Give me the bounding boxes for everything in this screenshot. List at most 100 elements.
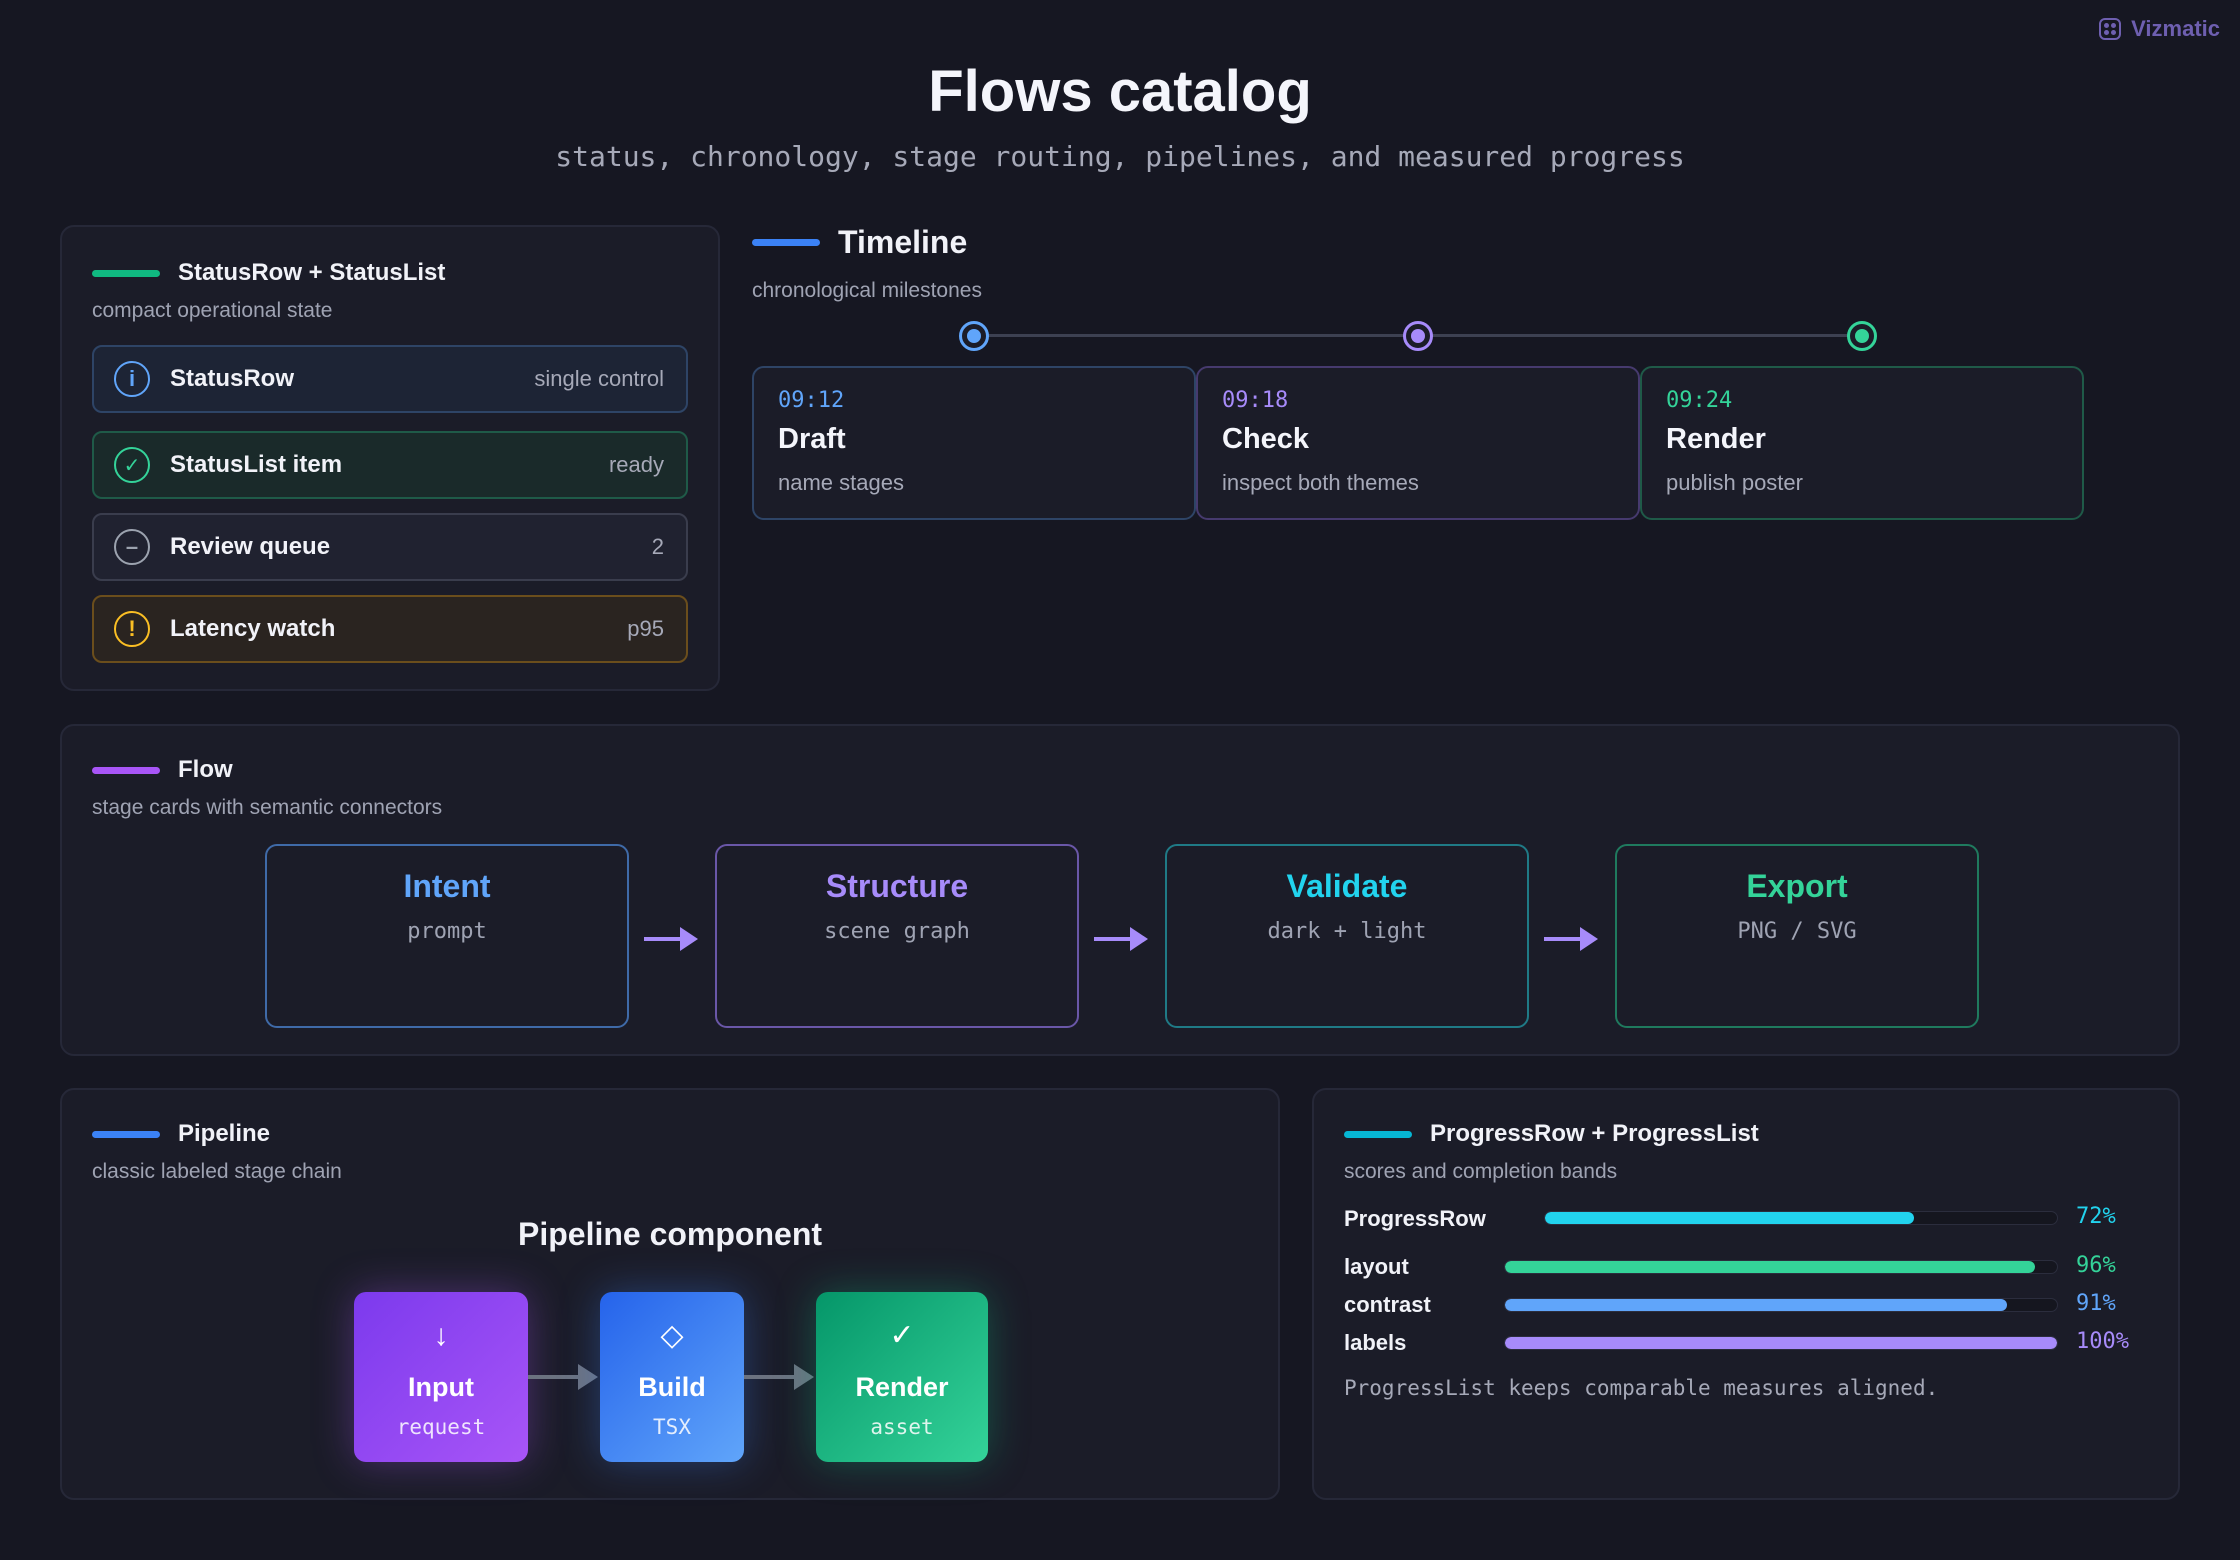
pipeline-title: Pipeline xyxy=(178,1120,271,1147)
timeline-accent-bar xyxy=(752,239,820,246)
progress-row-pct: 72% xyxy=(2076,1204,2116,1229)
progress-list-track xyxy=(1504,1336,2058,1350)
pipeline-panel: Pipeline classic labeled stage chain Pip… xyxy=(60,1088,1280,1500)
diamond-icon: ◇ xyxy=(660,1319,684,1352)
progress-row: ProgressRow xyxy=(1344,1206,1486,1232)
progress-row-fill xyxy=(1545,1212,1914,1224)
status-row-label: Latency watch xyxy=(170,615,336,642)
pipeline-node-render[interactable]: ✓ Render asset xyxy=(816,1292,988,1462)
pipeline-node-sub: asset xyxy=(870,1415,934,1439)
progress-note: ProgressList keeps comparable measures a… xyxy=(1344,1376,1939,1400)
flow-subtitle: stage cards with semantic connectors xyxy=(92,796,443,819)
progress-list-label: labels xyxy=(1344,1330,1407,1355)
pipeline-node-sub: TSX xyxy=(653,1415,691,1439)
progress-list-pct: 96% xyxy=(2076,1253,2116,1278)
timeline-card-draft[interactable]: 09:12 Draft name stages xyxy=(752,366,1196,520)
pipeline-node-name: Build xyxy=(638,1372,706,1402)
status-row-label: StatusRow xyxy=(170,365,295,392)
flow-stage-validate[interactable]: Validate dark + light xyxy=(1165,844,1529,1028)
flow-stage-sub: scene graph xyxy=(824,919,970,944)
flow-stage-sub: prompt xyxy=(407,919,487,944)
arrow-right-icon xyxy=(644,927,698,951)
status-row-value: single control xyxy=(534,366,664,391)
pipeline-node-name: Render xyxy=(855,1372,949,1402)
pipeline-node-sub: request xyxy=(396,1415,486,1439)
timeline-desc: publish poster xyxy=(1666,470,1803,495)
progress-list-track xyxy=(1504,1260,2058,1274)
progress-list-item: contrast xyxy=(1344,1292,1431,1318)
progress-list-fill xyxy=(1505,1299,2008,1311)
timeline-time: 09:24 xyxy=(1666,388,1733,413)
timeline-name: Render xyxy=(1666,423,1766,455)
status-row-value: p95 xyxy=(627,616,664,641)
flow-accent-bar xyxy=(92,766,160,774)
pipeline-subtitle: classic labeled stage chain xyxy=(92,1160,342,1183)
pipeline-arrow-icon xyxy=(744,1364,814,1390)
flow-panel: Flow stage cards with semantic connector… xyxy=(60,724,2180,1056)
timeline-desc: inspect both themes xyxy=(1222,470,1419,495)
timeline-time: 09:18 xyxy=(1222,388,1289,413)
status-panel-title: StatusRow + StatusList xyxy=(178,259,446,286)
warning-icon: ! xyxy=(114,611,150,647)
page-title: Flows catalog xyxy=(928,59,1312,124)
timeline-subtitle: chronological milestones xyxy=(752,279,982,302)
pipeline-node-name: Input xyxy=(408,1372,474,1402)
status-row-label: StatusList item xyxy=(170,451,343,478)
minus-circle-icon: – xyxy=(114,529,150,565)
flow-stage-name: Export xyxy=(1746,868,1848,904)
status-row-value: 2 xyxy=(651,534,664,559)
pipeline-node-build[interactable]: ◇ Build TSX xyxy=(600,1292,744,1462)
timeline-card-check[interactable]: 09:18 Check inspect both themes xyxy=(1196,366,1640,520)
status-row-value: ready xyxy=(608,452,664,477)
flow-stage-name: Intent xyxy=(403,868,491,904)
timeline-dot xyxy=(1403,321,1433,351)
brand-name: Vizmatic xyxy=(2131,16,2220,41)
pipeline-heading: Pipeline component xyxy=(517,1216,823,1252)
pipeline-accent-bar xyxy=(92,1130,160,1138)
progress-accent-bar xyxy=(1344,1130,1412,1138)
flow-stage-export[interactable]: Export PNG / SVG xyxy=(1615,844,1979,1028)
progress-row-track xyxy=(1544,1211,2058,1225)
timeline-title: Timeline xyxy=(838,224,968,260)
status-row-success[interactable]: ✓ StatusList item ready xyxy=(92,431,688,499)
timeline-dot xyxy=(1847,321,1877,351)
progress-list-label: contrast xyxy=(1344,1292,1431,1317)
arrow-down-icon: ↓ xyxy=(433,1319,449,1352)
flow-title: Flow xyxy=(178,756,233,783)
arrow-right-icon xyxy=(1544,927,1598,951)
pipeline-arrow-icon xyxy=(528,1364,598,1390)
progress-list-fill xyxy=(1505,1261,2035,1273)
timeline-dot xyxy=(959,321,989,351)
info-icon: i xyxy=(114,361,150,397)
status-row-info[interactable]: i StatusRow single control xyxy=(92,345,688,413)
flow-stage-structure[interactable]: Structure scene graph xyxy=(715,844,1079,1028)
check-circle-icon: ✓ xyxy=(114,447,150,483)
flow-stage-intent[interactable]: Intent prompt xyxy=(265,844,629,1028)
progress-list-item: layout xyxy=(1344,1254,1409,1280)
timeline-header: Timeline chronological milestones xyxy=(752,224,982,303)
status-row-neutral[interactable]: – Review queue 2 xyxy=(92,513,688,581)
timeline-desc: name stages xyxy=(778,470,904,495)
page-subtitle: status, chronology, stage routing, pipel… xyxy=(555,140,1685,173)
progress-list-track xyxy=(1504,1298,2058,1312)
flow-stage-name: Validate xyxy=(1286,868,1408,904)
flow-stage-name: Structure xyxy=(825,868,969,904)
status-panel-subtitle: compact operational state xyxy=(92,299,333,322)
progress-list-item: labels xyxy=(1344,1330,1406,1356)
progress-panel: ProgressRow + ProgressList scores and co… xyxy=(1312,1088,2180,1500)
progress-subtitle: scores and completion bands xyxy=(1344,1160,1618,1183)
status-row-warning[interactable]: ! Latency watch p95 xyxy=(92,595,688,663)
progress-list-pct: 100% xyxy=(2076,1329,2129,1354)
vizmatic-logo-icon xyxy=(2099,18,2122,40)
progress-list-fill xyxy=(1505,1337,2057,1349)
timeline-time: 09:12 xyxy=(778,388,845,413)
progress-title: ProgressRow + ProgressList xyxy=(1430,1120,1759,1147)
timeline-name: Draft xyxy=(778,423,846,455)
brand: Vizmatic xyxy=(2099,16,2220,42)
flow-stage-sub: PNG / SVG xyxy=(1737,919,1857,944)
status-accent-bar xyxy=(92,269,160,277)
timeline-card-render[interactable]: 09:24 Render publish poster xyxy=(1640,366,2084,520)
progress-list-label: layout xyxy=(1344,1254,1409,1279)
pipeline-node-input[interactable]: ↓ Input request xyxy=(354,1292,528,1462)
timeline-name: Check xyxy=(1222,423,1310,455)
